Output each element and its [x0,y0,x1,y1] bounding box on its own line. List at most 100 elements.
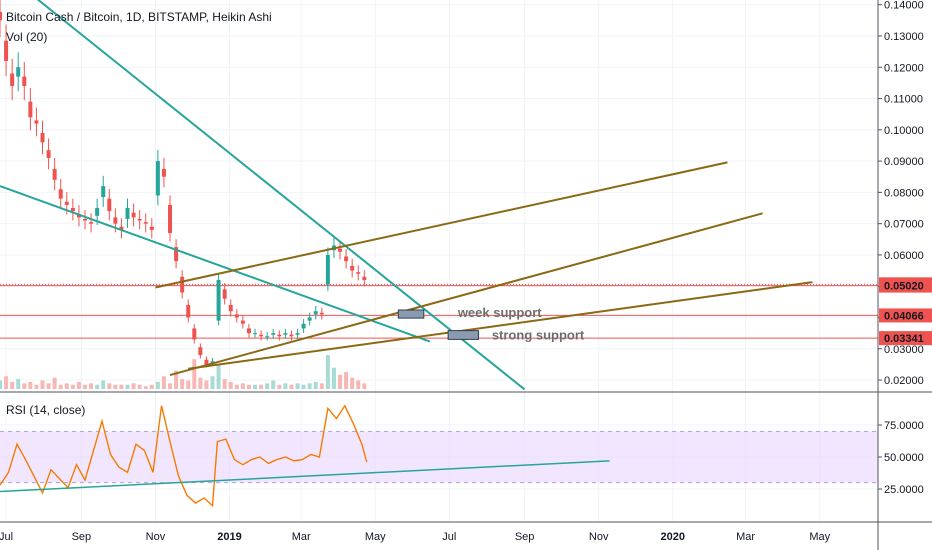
volume-bar [155,381,160,389]
volume-bar [149,384,154,389]
support-zone-box [397,309,425,319]
candle-body [107,198,112,212]
price-tick-label: 0.13000 [884,31,924,43]
rsi-series [0,404,610,508]
volume-bar [95,384,100,389]
candle-body [362,276,367,280]
candle-body [22,76,27,87]
volume-bar [204,380,209,389]
candle-body [186,304,191,318]
volume-bar [113,384,118,389]
price-axis[interactable]: 0.020000.030000.040000.050000.060000.070… [878,0,932,387]
volume-bar [4,376,9,389]
volume-bar [265,383,270,389]
volume-bar [234,384,239,389]
candle-body [180,276,185,293]
candle-body [222,289,227,299]
volume-bar [331,367,336,389]
candle-body [234,314,239,318]
volume-bar [125,384,130,389]
time-axis[interactable]: Jul Sep Nov 2019 Mar May Jul Sep Nov 2020 Mar May [0,531,831,543]
volume-bar [70,384,75,389]
volume-bar [107,383,112,389]
candle-body [95,208,100,216]
volume-bar [186,380,191,389]
candle-body [198,347,203,356]
volume-bar [137,384,142,389]
volume-bar [46,383,51,389]
volume-bar [143,386,148,389]
time-tick-label: Mar [736,531,755,543]
support-zone-box [447,330,479,340]
time-tick-label: Sep [72,531,92,543]
time-tick-label: Jul [0,531,13,543]
trend-line [155,161,728,289]
volume-bar [344,372,349,389]
candle-body [64,201,69,205]
volume-bar [161,376,166,389]
candle-body [58,189,63,199]
trend-line [36,0,526,391]
candle-body [277,334,282,337]
candle-body [246,328,251,334]
candle-body [325,254,330,285]
chart-title: Bitcoin Cash / Bitcoin, 1D, BITSTAMP, He… [6,10,272,24]
rsi-tick-label: 50.0000 [884,452,924,464]
candle-body [210,361,215,363]
trend-lines[interactable] [0,0,813,391]
volume-histogram [0,355,367,389]
candle-body [338,248,343,252]
volume-bar [10,381,15,389]
volume-bar [101,380,106,389]
rsi-tick-label: 75.0000 [884,420,924,432]
volume-bar [83,384,88,389]
rsi-trend-line [0,460,610,493]
candle-body [10,73,15,87]
candle-body [240,320,245,324]
volume-bar [16,379,21,389]
volume-bar [240,383,245,389]
rsi-axis[interactable]: 25.0000 50.0000 75.0000 [878,420,924,496]
candle-body [168,204,173,234]
candle-body [265,336,270,338]
volume-bar [168,383,173,389]
volume-bar [119,384,124,389]
candle-body [137,218,142,221]
candle-body [149,226,154,230]
time-tick-label: Mar [292,531,311,543]
candle-body [4,40,9,61]
volume-bar [198,377,203,389]
annotation-label: week support [457,305,542,320]
candle-body [253,333,258,335]
candle-body [204,359,209,365]
volume-bar [22,383,27,389]
volume-bar [338,374,343,389]
price-level-badge [879,308,932,323]
volume-bar [210,376,215,389]
annotations: week support strong support [397,305,585,343]
candle-body [344,256,349,262]
volume-bar [253,384,258,389]
candle-body [0,11,2,21]
volume-bar [301,384,306,389]
volume-bar [216,364,221,389]
price-level-label: 0.05020 [884,281,924,293]
rsi-title: RSI (14, close) [6,403,85,417]
candle-body [143,222,148,224]
price-level-label: 0.03341 [884,333,924,345]
volume-bar [283,383,288,389]
price-tick-label: 0.06000 [884,250,924,262]
candle-body [52,168,57,180]
candle-body [301,323,306,329]
price-tick-label: 0.02000 [884,375,924,387]
candle-body [119,226,124,230]
candle-body [161,168,166,177]
volume-bar [307,383,312,389]
time-tick-label: May [809,531,830,543]
candle-body [307,317,312,321]
candle-body [125,208,130,219]
volume-bar [174,370,179,389]
price-level-label: 0.04066 [884,310,924,322]
